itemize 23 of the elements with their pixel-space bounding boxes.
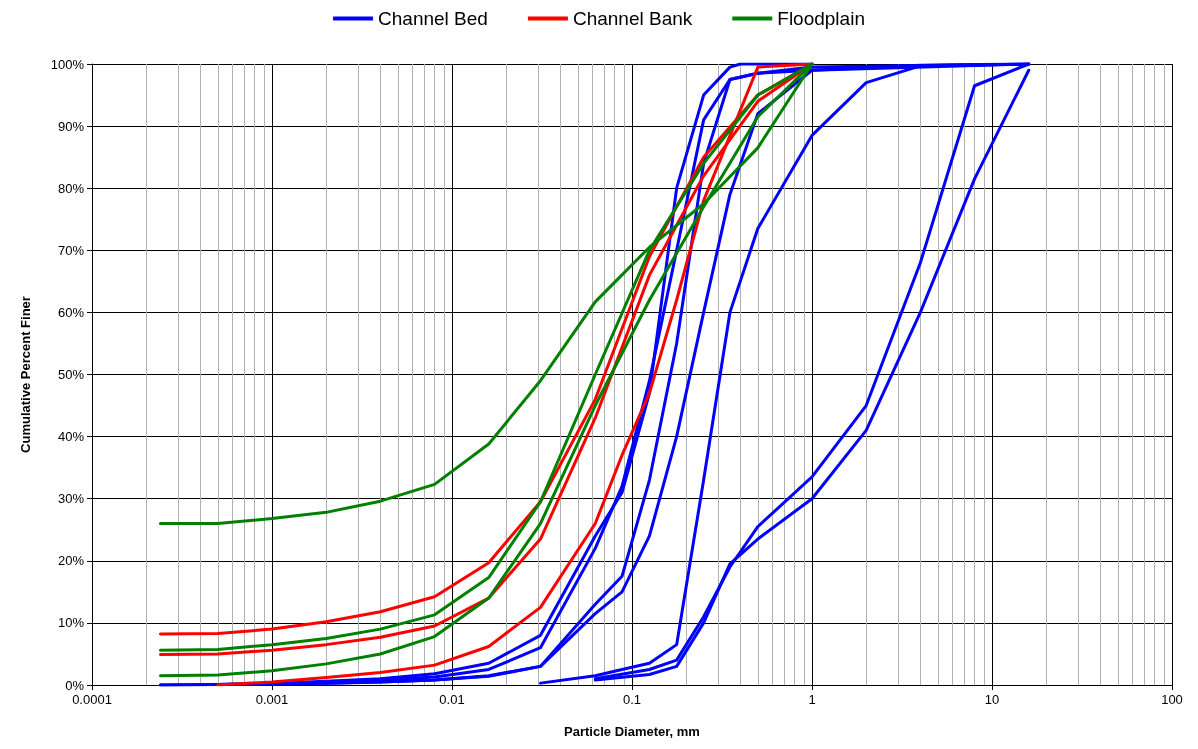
x-tick-label: 0.01: [439, 692, 465, 707]
y-tick-label: 100%: [50, 56, 85, 72]
x-tick-label: 100: [1161, 692, 1183, 707]
y-tick-label: 30%: [57, 491, 85, 507]
legend-label: Channel Bank: [572, 8, 693, 29]
x-tick-label: 0.0001: [72, 692, 112, 707]
y-tick-label: 60%: [57, 304, 85, 320]
x-tick-label: 0.001: [255, 692, 289, 707]
y-tick-label: 0%: [65, 677, 85, 693]
y-axis-title: Cumulative Percent Finer: [18, 296, 33, 453]
y-tick-label: 90%: [57, 118, 85, 134]
y-tick-label: 10%: [57, 615, 85, 631]
y-tick-label: 70%: [57, 242, 85, 258]
y-tick-label: 50%: [57, 367, 85, 382]
x-tick-label: 10: [984, 692, 1000, 707]
x-tick-label: 1: [808, 692, 816, 707]
y-tick-label: 20%: [57, 553, 85, 569]
legend-label: Channel Bed: [378, 8, 488, 29]
legend-label: Floodplain: [777, 8, 865, 29]
x-axis-title: Particle Diameter, mm: [564, 724, 700, 739]
x-tick-label: 0.1: [622, 692, 642, 707]
y-tick-label: 40%: [57, 429, 85, 445]
y-tick-label: 80%: [57, 180, 85, 196]
